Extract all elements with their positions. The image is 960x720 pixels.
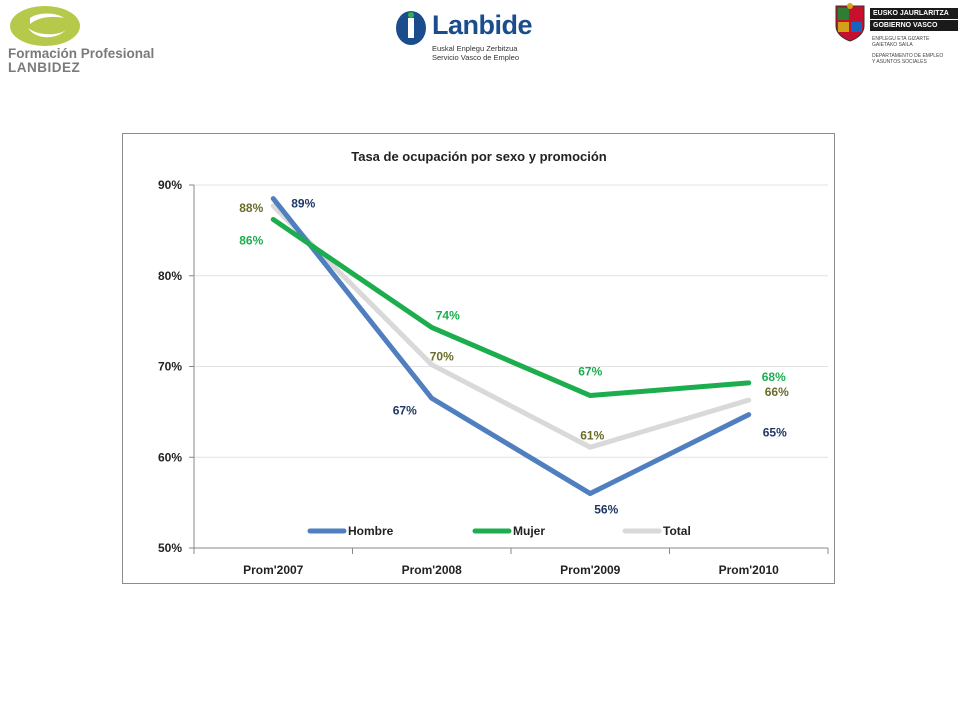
x-tick-label: Prom'2009 [560,563,621,577]
formacion-profesional-emblem [10,6,80,46]
eusko-jaurlaritza-label: EUSKO JAURLARITZA [870,8,958,19]
data-label-mujer: 68% [762,370,786,384]
lanbide-subtitle-eu: Euskal Enplegu Zerbitzua [432,44,518,53]
chart-frame: Tasa de ocupación por sexo y promoción 5… [122,133,835,584]
series-line-hombre [270,196,752,497]
occupation-rate-chart: Tasa de ocupación por sexo y promoción 5… [158,149,829,577]
x-tick-label: Prom'2010 [719,563,780,577]
y-tick-label: 60% [158,450,182,464]
grid-lines [194,184,828,458]
gobierno-vasco-logo: EUSKO JAURLARITZA GOBIERNO VASCO ENPLEGU… [830,2,958,68]
data-label-mujer: 67% [578,365,602,379]
y-tick-label: 50% [158,541,182,555]
data-label-hombre: 67% [393,403,417,417]
basque-coat-of-arms-icon [835,3,865,42]
data-labels: 89% 67% 56% 65% 86% 74% 67% 68% 88% 70% 61% 66% [239,197,789,517]
series-line-mujer [270,216,752,399]
logo-left-line2: LANBIDEZ [8,60,81,75]
y-tick-label: 80% [158,269,182,283]
dept-eu-line1: ENPLEGU ETA GIZARTE [872,36,930,42]
formacion-profesional-logo: Formación Profesional LANBIDEZ [4,4,184,75]
legend: Hombre Mujer Total [307,524,691,538]
data-label-total: 66% [765,385,789,399]
series-line-total [270,203,752,450]
legend-label-mujer: Mujer [513,524,545,538]
x-tick-label: Prom'2007 [243,563,304,577]
axes: 50% 60% 70% 80% 90% Prom'2007 Prom'2008 Prom'20… [158,178,829,577]
y-tick-label: 90% [158,178,182,192]
x-tick-label: Prom'2008 [402,563,463,577]
data-label-total: 61% [580,428,604,442]
logo-left-line1: Formación Profesional [8,46,155,61]
data-label-hombre: 65% [763,426,787,440]
gobierno-vasco-label: GOBIERNO VASCO [870,20,958,31]
dept-es-line2: Y ASUNTOS SOCIALES [872,59,927,65]
data-label-hombre: 89% [291,197,315,211]
legend-label-total: Total [663,524,691,538]
data-label-hombre: 56% [594,503,618,517]
y-tick-label: 70% [158,360,182,374]
lanbide-emblem-icon [396,11,426,45]
data-label-mujer: 74% [436,308,460,322]
lanbide-subtitle-es: Servicio Vasco de Empleo [432,53,519,62]
series-lines [270,196,752,497]
data-label-total: 88% [239,201,263,215]
lanbide-brand-text: Lanbide [432,10,533,40]
dept-eu-line2: GAIETAKO SAILA [872,42,913,48]
chart-title: Tasa de ocupación por sexo y promoción [351,149,607,164]
data-label-total: 70% [430,350,454,364]
lanbide-logo: Lanbide Euskal Enplegu Zerbitzua Servici… [394,6,534,66]
data-label-mujer: 86% [239,233,263,247]
dept-es-line1: DEPARTAMENTO DE EMPLEO [872,53,944,59]
legend-label-hombre: Hombre [348,524,394,538]
